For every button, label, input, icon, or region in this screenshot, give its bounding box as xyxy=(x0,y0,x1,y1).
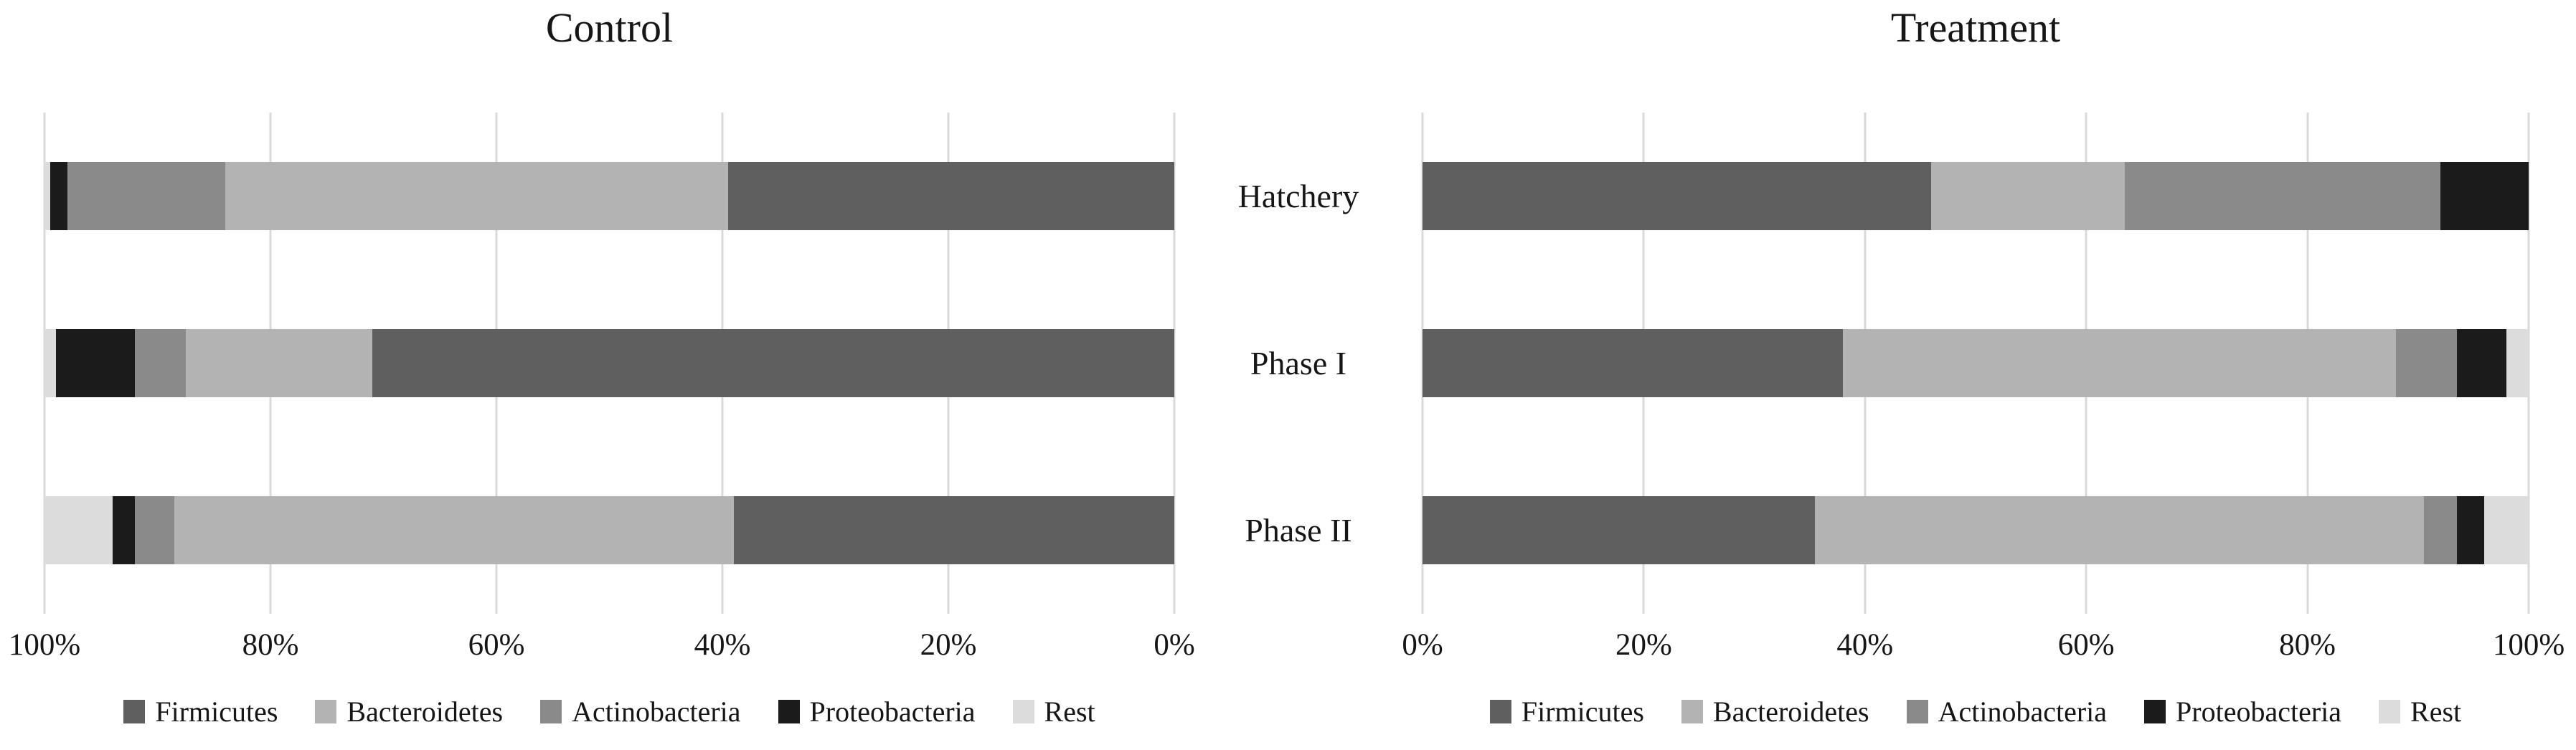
treatment-legend: Firmicutes Bacteroidetes Actinobacteria Pro… xyxy=(1423,690,2529,733)
legend-item-firmicutes: Firmicutes xyxy=(123,695,278,728)
bar-segment-firmicutes xyxy=(372,329,1174,397)
legend-item-rest: Rest xyxy=(2379,695,2461,728)
bar-segment-rest xyxy=(44,162,50,230)
legend-label: Firmicutes xyxy=(155,695,278,728)
legend-item-proteobacteria: Proteobacteria xyxy=(2144,695,2341,728)
axis-tick-label: 100% xyxy=(8,628,81,662)
treatment-chart-title: Treatment xyxy=(1890,4,2061,51)
gridline xyxy=(1173,113,1176,614)
bar-segment-proteobacteria xyxy=(2440,162,2529,230)
legend-swatch-icon xyxy=(778,699,800,723)
bar-segment-actinobacteria xyxy=(2423,496,2457,564)
legend-label: Actinobacteria xyxy=(1938,695,2108,728)
control-chart-title: Control xyxy=(545,4,674,51)
stacked-bar-hatchery xyxy=(44,162,1174,230)
bar-segment-rest xyxy=(44,329,56,397)
legend-item-actinobacteria: Actinobacteria xyxy=(1906,695,2108,728)
control-legend: Firmicutes Bacteroidetes Actinobacteria Pro… xyxy=(44,690,1174,733)
axis-tick-label: 0% xyxy=(1402,628,1443,662)
legend-label: Rest xyxy=(1044,695,1095,728)
bar-segment-actinobacteria xyxy=(135,329,186,397)
stacked-bar-phase-ii xyxy=(44,496,1174,564)
stacked-bar-phase-i xyxy=(44,329,1174,397)
category-label-phase1: Phase I xyxy=(1250,345,1347,381)
legend-item-rest: Rest xyxy=(1012,695,1095,728)
axis-tick-label: 80% xyxy=(2279,628,2336,662)
bar-segment-rest xyxy=(44,496,113,564)
axis-tick-label: 80% xyxy=(242,628,299,662)
legend-item-firmicutes: Firmicutes xyxy=(1489,695,1644,728)
control-plot-area xyxy=(43,113,1176,614)
bar-segment-bacteroidetes xyxy=(185,329,372,397)
bar-row xyxy=(1423,447,2529,614)
bar-segment-rest xyxy=(2484,496,2529,564)
bar-segment-firmicutes xyxy=(1423,329,1843,397)
legend-label: Firmicutes xyxy=(1521,695,1644,728)
legend-swatch-icon xyxy=(315,699,337,723)
bar-row xyxy=(44,447,1174,614)
bar-row xyxy=(44,280,1174,447)
axis-tick-label: 20% xyxy=(1615,628,1672,662)
bar-segment-bacteroidetes xyxy=(1815,496,2424,564)
legend-label: Proteobacteria xyxy=(809,695,976,728)
legend-swatch-icon xyxy=(1906,699,1928,723)
bar-segment-proteobacteria xyxy=(55,329,135,397)
axis-tick-label: 40% xyxy=(694,628,751,662)
gridline xyxy=(2527,113,2530,614)
legend-item-bacteroidetes: Bacteroidetes xyxy=(315,695,503,728)
bar-segment-actinobacteria xyxy=(2125,162,2440,230)
bar-row xyxy=(1423,113,2529,280)
axis-tick-label: 60% xyxy=(468,628,525,662)
bar-segment-proteobacteria xyxy=(2456,329,2507,397)
bar-segment-firmicutes xyxy=(1423,496,1816,564)
treatment-x-axis-ticks: 0% 20% 40% 60% 80% 100% xyxy=(1402,625,2565,665)
legend-label: Rest xyxy=(2410,695,2462,728)
legend-swatch-icon xyxy=(1489,699,1511,723)
axis-tick-label: 60% xyxy=(2057,628,2115,662)
legend-swatch-icon xyxy=(540,699,562,723)
legend-swatch-icon xyxy=(2144,699,2166,723)
category-label-phase2: Phase II xyxy=(1245,512,1352,549)
control-x-axis-ticks: 100% 80% 60% 40% 20% 0% xyxy=(9,625,1195,665)
bar-segment-firmicutes xyxy=(727,162,1174,230)
bar-row xyxy=(44,113,1174,280)
legend-swatch-icon xyxy=(2379,699,2401,723)
axis-tick-label: 0% xyxy=(1153,628,1195,662)
legend-swatch-icon xyxy=(1012,699,1034,723)
legend-label: Proteobacteria xyxy=(2176,695,2342,728)
bar-segment-proteobacteria xyxy=(2456,496,2485,564)
bar-segment-actinobacteria xyxy=(2395,329,2457,397)
bar-segment-bacteroidetes xyxy=(1931,162,2126,230)
bar-segment-proteobacteria xyxy=(112,496,135,564)
legend-item-proteobacteria: Proteobacteria xyxy=(778,695,976,728)
legend-swatch-icon xyxy=(123,699,146,723)
category-label-hatchery: Hatchery xyxy=(1237,178,1359,214)
bar-segment-actinobacteria xyxy=(135,496,175,564)
axis-tick-label: 20% xyxy=(920,628,977,662)
bar-segment-bacteroidetes xyxy=(1842,329,2396,397)
legend-swatch-icon xyxy=(1681,699,1703,723)
legend-label: Bacteroidetes xyxy=(346,695,504,728)
bar-segment-bacteroidetes xyxy=(225,162,728,230)
bar-row xyxy=(1423,280,2529,447)
bar-segment-rest xyxy=(2506,329,2529,397)
category-axis: Hatchery Phase I Phase II xyxy=(1174,113,1423,614)
bar-segment-proteobacteria xyxy=(49,162,67,230)
legend-label: Bacteroidetes xyxy=(1712,695,1869,728)
stacked-bar-phase-ii xyxy=(1423,496,2529,564)
bar-segment-firmicutes xyxy=(1423,162,1932,230)
stacked-bar-hatchery xyxy=(1423,162,2529,230)
legend-item-actinobacteria: Actinobacteria xyxy=(540,695,741,728)
axis-tick-label: 40% xyxy=(1836,628,1894,662)
legend-item-bacteroidetes: Bacteroidetes xyxy=(1681,695,1869,728)
legend-label: Actinobacteria xyxy=(572,695,741,728)
bar-segment-actinobacteria xyxy=(67,162,225,230)
treatment-plot-area xyxy=(1421,113,2530,614)
axis-tick-label: 100% xyxy=(2492,628,2565,662)
stacked-bar-phase-i xyxy=(1423,329,2529,397)
bar-segment-bacteroidetes xyxy=(174,496,734,564)
bar-segment-firmicutes xyxy=(733,496,1174,564)
